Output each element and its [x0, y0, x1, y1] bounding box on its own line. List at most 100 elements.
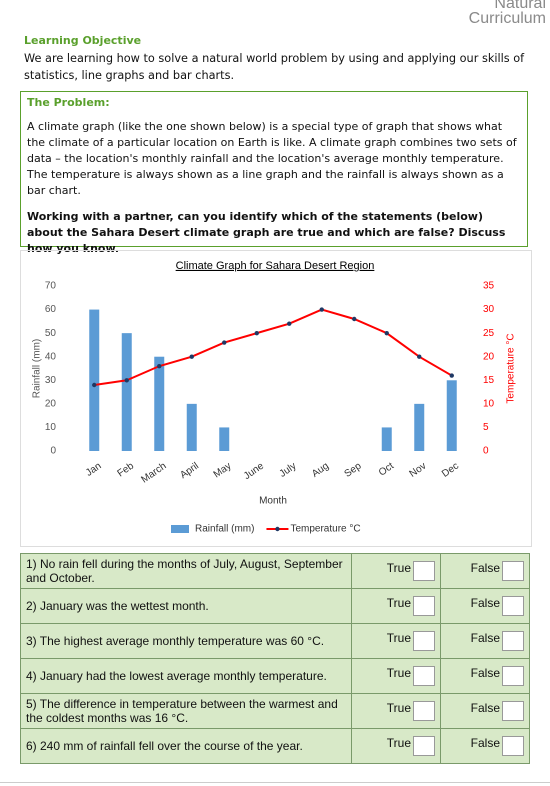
- statement-row: 6) 240 mm of rainfall fell over the cour…: [20, 728, 530, 764]
- line-marker: [319, 307, 324, 312]
- answer-cell: False: [440, 728, 530, 764]
- y2-tick-label: 30: [483, 304, 495, 315]
- line-marker: [189, 354, 194, 359]
- line-marker: [157, 363, 162, 369]
- bar: [154, 356, 165, 451]
- checkbox[interactable]: [413, 666, 435, 686]
- problem-title: The Problem:: [27, 96, 110, 109]
- objective-text: We are learning how to solve a natural w…: [24, 52, 525, 82]
- answer-cell: True: [351, 693, 441, 729]
- line-marker: [254, 330, 259, 336]
- y-tick-label: 0: [50, 446, 56, 457]
- answer-label: False: [470, 631, 500, 645]
- answer-label: True: [386, 736, 411, 750]
- x-axis-title: Month: [259, 496, 287, 507]
- y-tick-label: 60: [45, 304, 57, 315]
- legend-label: Temperature °C: [290, 524, 360, 535]
- bar: [219, 427, 230, 451]
- x-tick-label: April: [178, 461, 201, 481]
- statement: 3) The highest average monthly temperatu…: [20, 623, 352, 659]
- y2-tick-label: 25: [483, 328, 495, 339]
- answer-cell: True: [351, 553, 441, 589]
- bar: [446, 380, 457, 451]
- statement-row: 1) No rain fell during the months of Jul…: [20, 553, 530, 589]
- y-tick-label: 30: [45, 375, 57, 386]
- answer-label: True: [386, 631, 411, 645]
- checkbox[interactable]: [502, 736, 524, 756]
- checkbox[interactable]: [502, 596, 524, 616]
- line-marker: [124, 378, 129, 383]
- line-marker: [417, 354, 422, 359]
- answer-cell: False: [440, 623, 530, 659]
- checkbox[interactable]: [413, 701, 435, 721]
- x-tick-label: Jan: [84, 461, 104, 479]
- y-axis-title: Rainfall (mm): [32, 339, 43, 398]
- y2-tick-label: 15: [483, 375, 495, 386]
- statement: 5) The difference in temperature between…: [20, 693, 352, 729]
- checkbox[interactable]: [502, 631, 524, 651]
- x-tick-label: Nov: [408, 461, 429, 480]
- answer-cell: False: [440, 588, 530, 624]
- y2-axis-title: Temperature °C: [506, 333, 517, 403]
- chart-box: Climate Graph for Sahara Desert Region 0 1…: [20, 250, 532, 547]
- bar: [414, 403, 425, 451]
- x-tick-label: Dec: [440, 461, 461, 480]
- problem-task: Working with a partner, can you identify…: [27, 210, 506, 255]
- answer-label: False: [470, 596, 500, 610]
- bar: [381, 427, 392, 451]
- y-tick-label: 50: [45, 328, 57, 339]
- line-marker: [352, 316, 357, 322]
- statement: 1) No rain fell during the months of Jul…: [20, 553, 352, 589]
- x-tick-label: March: [139, 461, 168, 486]
- objective-title: Learning Objective: [24, 34, 142, 47]
- statement: 6) 240 mm of rainfall fell over the cour…: [20, 728, 352, 764]
- answer-cell: True: [351, 658, 441, 694]
- legend-marker: [275, 526, 280, 532]
- x-tick-label: May: [212, 461, 234, 481]
- answer-label: True: [386, 666, 411, 680]
- x-tick-label: June: [242, 460, 266, 482]
- line-marker: [449, 373, 454, 378]
- legend-swatch: [171, 525, 189, 533]
- y2-tick-label: 5: [483, 422, 489, 433]
- checkbox[interactable]: [413, 596, 435, 616]
- answer-cell: False: [440, 553, 530, 589]
- checkbox[interactable]: [502, 561, 524, 581]
- answer-cell: True: [351, 588, 441, 624]
- checkbox[interactable]: [413, 631, 435, 651]
- statement-row: 4) January had the lowest average monthl…: [20, 658, 530, 694]
- chart: Climate Graph for Sahara Desert Region 0 1…: [32, 260, 517, 535]
- y2-tick-label: 0: [483, 446, 489, 457]
- x-tick-label: Feb: [116, 460, 137, 479]
- bar: [121, 333, 132, 451]
- chart-title: Climate Graph for Sahara Desert Region: [176, 260, 375, 272]
- answer-label: True: [386, 596, 411, 610]
- x-tick-label: Aug: [310, 461, 331, 480]
- checkbox[interactable]: [413, 736, 435, 756]
- statement-row: 2) January was the wettest month. True Fal…: [20, 588, 530, 624]
- statement: 4) January had the lowest average monthl…: [20, 658, 352, 694]
- logo-line: Curriculum: [468, 10, 546, 27]
- checkbox[interactable]: [502, 701, 524, 721]
- answer-label: False: [470, 561, 500, 575]
- statement-table: 1) No rain fell during the months of Jul…: [20, 553, 530, 764]
- answer-label: False: [470, 736, 500, 750]
- bar: [89, 309, 100, 451]
- logo: Natural Curriculum: [468, 0, 546, 27]
- x-tick-label: July: [278, 461, 299, 480]
- statement-row: 5) The difference in temperature between…: [20, 693, 530, 729]
- answer-cell: True: [351, 623, 441, 659]
- answer-label: False: [470, 701, 500, 715]
- answer-label: True: [386, 561, 411, 575]
- problem-text: A climate graph (like the one shown belo…: [27, 120, 517, 197]
- checkbox[interactable]: [502, 666, 524, 686]
- checkbox[interactable]: [413, 561, 435, 581]
- y2-tick-label: 10: [483, 398, 495, 409]
- bar: [186, 403, 197, 451]
- answer-cell: False: [440, 658, 530, 694]
- answer-cell: False: [440, 693, 530, 729]
- line: [94, 308, 453, 386]
- line-marker: [92, 382, 97, 388]
- statement: 2) January was the wettest month.: [20, 588, 352, 624]
- x-tick-label: Sep: [343, 460, 364, 479]
